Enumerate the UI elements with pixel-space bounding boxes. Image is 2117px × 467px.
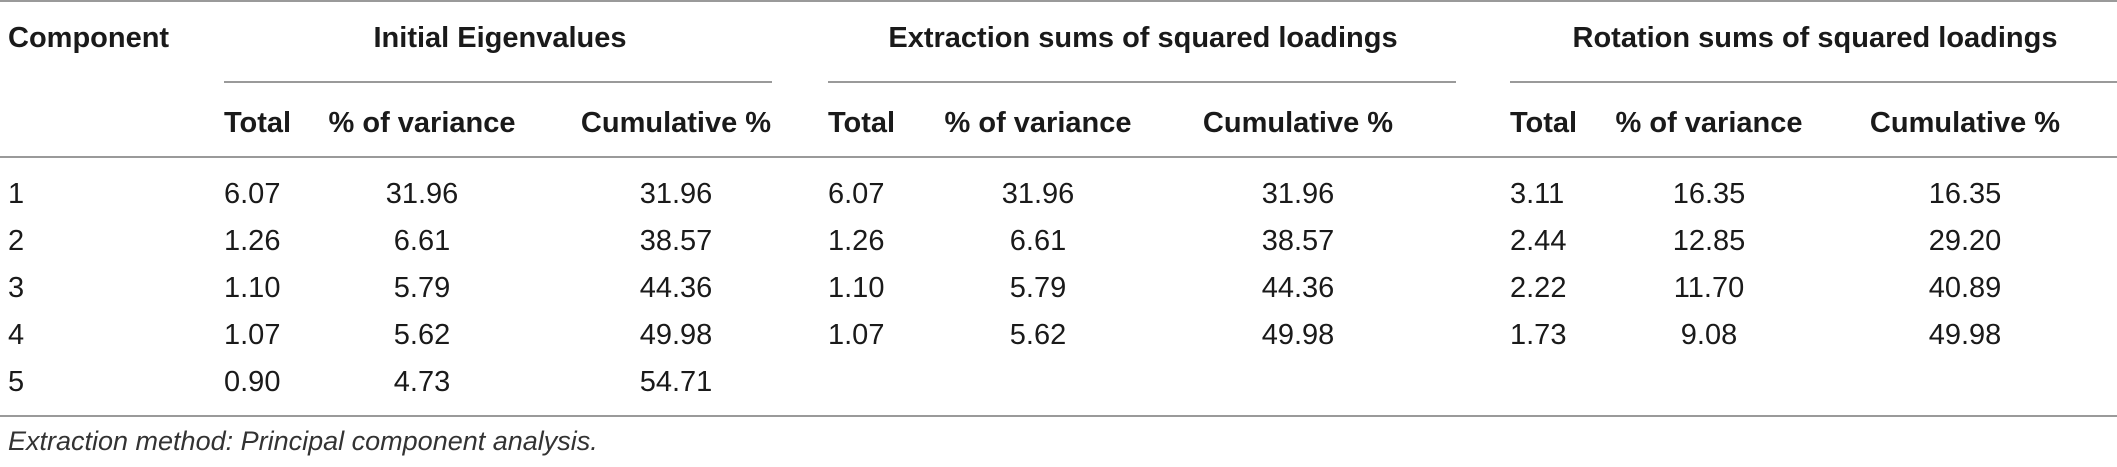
rotation-cumulative-percent-cell: 40.89 <box>1928 272 2002 304</box>
initial-total-cell: 1.10 <box>224 272 281 304</box>
initial-percent-variance-cell: 6.61 <box>393 225 451 257</box>
initial-cumulative-percent-cell: 31.96 <box>639 178 713 210</box>
initial-percent-variance-cell: 31.96 <box>385 178 459 210</box>
initial-cumulative-percent-cell: 38.57 <box>639 225 713 257</box>
rotation-percent-variance-cell: 11.70 <box>1673 272 1745 304</box>
rotation-cumulative-percent-cell: 49.98 <box>1928 319 2002 351</box>
initial-total-header: Total <box>224 107 292 139</box>
rotation-total-cell: 2.22 <box>1510 272 1567 304</box>
rotation-percent-variance-cell: 9.08 <box>1680 319 1738 351</box>
initial-cumulative-percent-cell: 49.98 <box>639 319 713 351</box>
rotation-cumulative-percent-cell: 29.20 <box>1928 225 2002 257</box>
initial-percent-variance-cell: 5.79 <box>393 272 451 304</box>
extraction-total-cell: 6.07 <box>828 178 885 210</box>
extraction-total-cell: 1.26 <box>828 225 885 257</box>
extraction-percent-variance-cell: 31.96 <box>1001 178 1075 210</box>
rotation-percent-variance-cell: 16.35 <box>1672 178 1746 210</box>
extraction-percent-variance-cell: 5.79 <box>1009 272 1067 304</box>
extraction-percent-variance-cell: 6.61 <box>1009 225 1067 257</box>
initial-total-cell: 0.90 <box>224 366 281 398</box>
rotation-total-header: Total <box>1510 107 1578 139</box>
component-cell: 4 <box>8 319 25 351</box>
extraction-percent-variance-cell: 5.62 <box>1009 319 1067 351</box>
initial-percent-variance-cell: 4.73 <box>393 366 451 398</box>
rotation-cumulative-percent-header: Cumulative % <box>1869 107 2061 139</box>
rotation-group-rule <box>1510 81 2117 83</box>
initial-group-rule <box>224 81 772 83</box>
rotation-sums-header: Rotation sums of squared loadings <box>1572 22 2058 54</box>
initial-eigenvalues-header: Initial Eigenvalues <box>373 22 627 54</box>
extraction-percent-variance-header: % of variance <box>944 107 1132 139</box>
extraction-total-cell: 1.07 <box>828 319 885 351</box>
header-bottom-rule <box>0 156 2117 158</box>
component-cell: 3 <box>8 272 25 304</box>
initial-total-cell: 1.07 <box>224 319 281 351</box>
rotation-percent-variance-cell: 12.85 <box>1672 225 1746 257</box>
initial-cumulative-percent-header: Cumulative % <box>580 107 772 139</box>
initial-percent-variance-cell: 5.62 <box>393 319 451 351</box>
extraction-total-cell: 1.10 <box>828 272 885 304</box>
rotation-cumulative-percent-cell: 16.35 <box>1928 178 2002 210</box>
initial-cumulative-percent-cell: 54.71 <box>639 366 713 398</box>
extraction-cumulative-percent-cell: 49.98 <box>1261 319 1335 351</box>
extraction-cumulative-percent-cell: 38.57 <box>1261 225 1335 257</box>
extraction-cumulative-percent-cell: 44.36 <box>1261 272 1335 304</box>
extraction-cumulative-percent-cell: 31.96 <box>1261 178 1335 210</box>
component-cell: 1 <box>8 178 25 210</box>
extraction-group-rule <box>828 81 1456 83</box>
extraction-sums-header: Extraction sums of squared loadings <box>888 22 1398 54</box>
footnote: Extraction method: Principal component a… <box>8 426 598 456</box>
body-bottom-rule <box>0 415 2117 417</box>
rotation-total-cell: 3.11 <box>1510 178 1565 210</box>
initial-cumulative-percent-cell: 44.36 <box>639 272 713 304</box>
initial-percent-variance-header: % of variance <box>328 107 516 139</box>
rotation-total-cell: 1.73 <box>1510 319 1567 351</box>
rotation-total-cell: 2.44 <box>1510 225 1567 257</box>
rotation-percent-variance-header: % of variance <box>1615 107 1803 139</box>
extraction-total-header: Total <box>828 107 896 139</box>
initial-total-cell: 1.26 <box>224 225 281 257</box>
top-rule <box>0 0 2117 2</box>
component-cell: 5 <box>8 366 25 398</box>
initial-total-cell: 6.07 <box>224 178 281 210</box>
extraction-cumulative-percent-header: Cumulative % <box>1202 107 1394 139</box>
component-header: Component <box>8 22 170 54</box>
component-cell: 2 <box>8 225 25 257</box>
